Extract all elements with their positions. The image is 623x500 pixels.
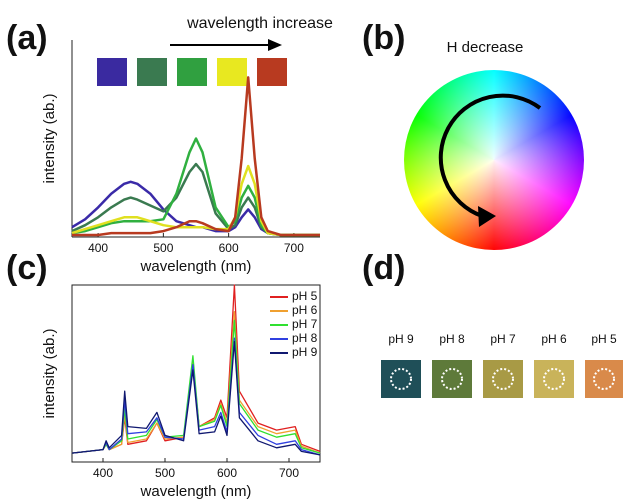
- series-line: [72, 312, 320, 454]
- legend-label: pH 9: [292, 345, 318, 359]
- ph-swatches: [381, 360, 623, 398]
- chart: (a) (b) (c) (d) wavelength increase H de…: [0, 0, 623, 500]
- x-tick-label: 500: [155, 466, 175, 480]
- x-tick-label: 400: [88, 241, 108, 255]
- panel-label: (c): [6, 249, 48, 287]
- x-tick-label: 600: [219, 241, 239, 255]
- legend-label: pH 6: [292, 303, 318, 317]
- panel-label: (a): [6, 19, 48, 57]
- annotation: wavelength increase: [186, 15, 333, 32]
- wheel-title: H decrease: [447, 39, 524, 56]
- panel-label: (b): [362, 19, 405, 57]
- ph-label: pH 5: [591, 332, 617, 346]
- y-axis-label: intensity (ab.): [41, 93, 58, 183]
- x-tick-label: 600: [217, 466, 237, 480]
- ph-label: pH 9: [388, 332, 414, 346]
- legend-label: pH 8: [292, 331, 318, 345]
- series-line: [72, 320, 320, 453]
- x-tick-label: 700: [279, 466, 299, 480]
- ph-label: pH 8: [439, 332, 465, 346]
- legend-label: pH 5: [292, 289, 318, 303]
- annotation-arrow: [170, 39, 282, 51]
- legend-label: pH 7: [292, 317, 318, 331]
- x-tick-label: 700: [284, 241, 304, 255]
- swatches: [97, 58, 287, 86]
- ph-label: pH 6: [541, 332, 567, 346]
- x-tick-label: 500: [153, 241, 173, 255]
- x-tick-label: 400: [93, 466, 113, 480]
- wheel-arrow: [441, 96, 540, 227]
- figure: (a) (b) (c) (d) wavelength increase H de…: [0, 0, 623, 500]
- series-line: [72, 342, 320, 455]
- panel-label: (d): [362, 249, 405, 287]
- y-axis-label: intensity (ab.): [41, 328, 58, 418]
- series-line: [72, 77, 320, 235]
- x-axis-label: wavelength (nm): [140, 258, 252, 275]
- ph-label: pH 7: [490, 332, 516, 346]
- x-axis-label: wavelength (nm): [140, 483, 252, 500]
